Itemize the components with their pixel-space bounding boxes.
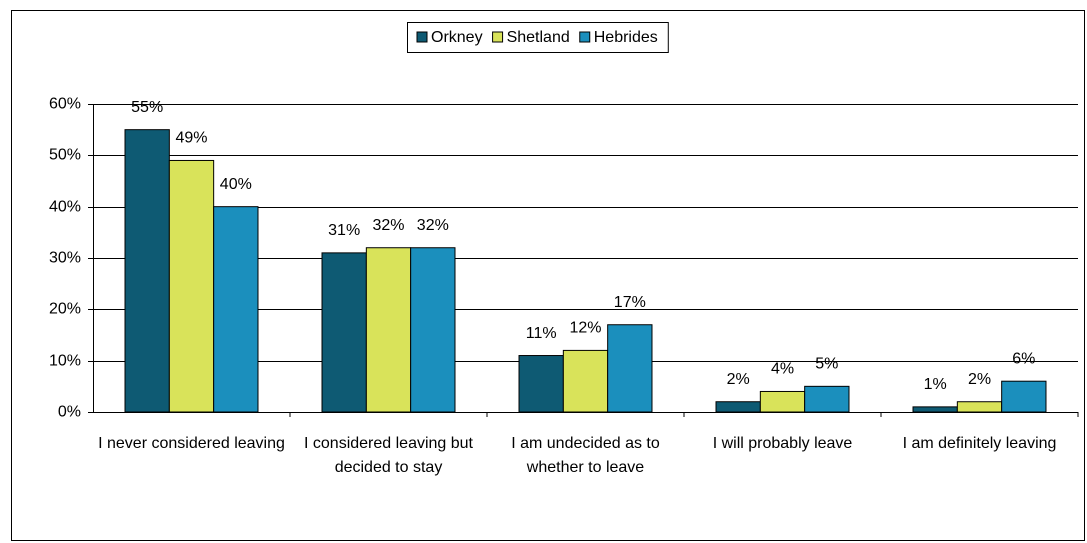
- y-tick-label: 20%: [49, 301, 81, 318]
- chart-border: [11, 10, 1085, 541]
- legend-swatch: [579, 31, 591, 43]
- legend-swatch: [492, 31, 504, 43]
- y-tick-label: 10%: [49, 353, 81, 370]
- bar: [956, 401, 1003, 413]
- value-label: 31%: [328, 222, 360, 239]
- x-tick-label: I am undecided as to whether to leave: [511, 435, 660, 476]
- value-label: 2%: [727, 371, 750, 388]
- legend-label: Hebrides: [594, 29, 658, 46]
- x-tick-label: I am definitely leaving: [902, 435, 1057, 452]
- value-label: 5%: [815, 356, 838, 373]
- value-label: 32%: [372, 217, 404, 234]
- value-label: 6%: [1012, 350, 1035, 367]
- y-tick-label: 60%: [49, 96, 81, 113]
- bar: [607, 324, 653, 413]
- bar: [518, 355, 564, 413]
- bar: [124, 129, 170, 413]
- legend-label: Shetland: [507, 29, 570, 46]
- bar: [804, 385, 850, 413]
- value-label: 4%: [771, 361, 794, 378]
- bar: [912, 406, 958, 413]
- legend-label: Orkney: [431, 29, 483, 46]
- legend: Orkney Shetland Hebrides: [407, 22, 669, 53]
- value-label: 40%: [220, 176, 252, 193]
- x-tick-label: I never considered leaving: [98, 435, 285, 452]
- legend-box: [407, 22, 669, 53]
- bar: [321, 252, 367, 413]
- bar: [365, 247, 412, 413]
- y-tick-label: 0%: [58, 404, 81, 421]
- value-label: 55%: [131, 99, 163, 116]
- bar: [410, 247, 456, 413]
- bar: [715, 401, 761, 413]
- value-label: 49%: [175, 130, 207, 147]
- bar: [562, 349, 609, 413]
- y-tick-label: 30%: [49, 250, 81, 267]
- y-tick-label: 40%: [49, 199, 81, 216]
- bar: [168, 159, 215, 413]
- legend-swatch: [416, 31, 428, 43]
- y-tick-label: 50%: [49, 147, 81, 164]
- value-label: 32%: [417, 217, 449, 234]
- bar: [213, 206, 259, 413]
- value-label: 11%: [526, 325, 557, 342]
- value-label: 2%: [968, 371, 991, 388]
- bar: [1001, 380, 1047, 413]
- x-tick-label: I will probably leave: [712, 435, 853, 452]
- x-tick-label: I considered leaving but decided to stay: [304, 435, 473, 476]
- value-label: 17%: [614, 294, 646, 311]
- value-label: 12%: [569, 320, 601, 337]
- value-label: 1%: [924, 376, 947, 393]
- bar: [759, 390, 806, 413]
